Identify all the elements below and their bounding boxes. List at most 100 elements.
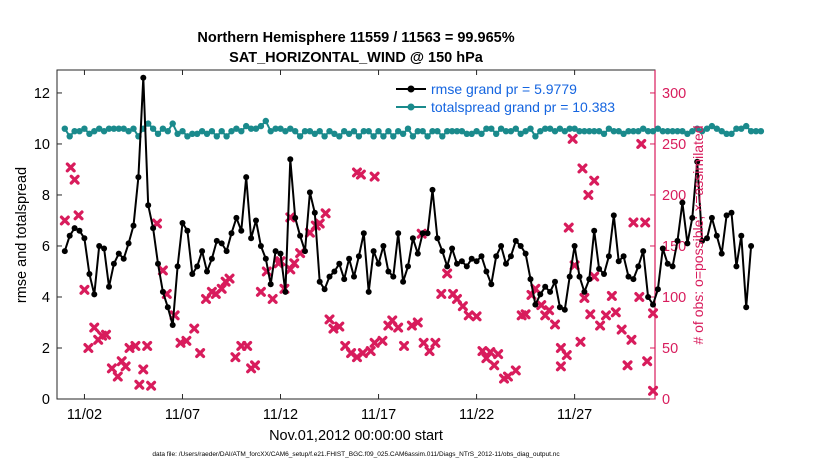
- rmse-point: [556, 304, 563, 311]
- obs-marker: [477, 346, 488, 357]
- obs-marker-stroke: [555, 361, 566, 372]
- totalspread-point: [723, 130, 730, 137]
- rmse-point: [713, 232, 720, 239]
- obs-marker-stroke: [324, 314, 335, 325]
- obs-marker: [59, 215, 70, 226]
- obs-marker: [357, 348, 368, 359]
- totalspread-point: [738, 125, 745, 132]
- obs-marker-stroke: [451, 294, 462, 305]
- rmse-point: [262, 255, 269, 262]
- obs-marker: [142, 340, 153, 351]
- rmse-point: [659, 245, 666, 252]
- rmse-point: [552, 278, 558, 285]
- totalspread-point: [659, 128, 666, 135]
- rmse-point: [654, 286, 661, 293]
- rmse-point: [282, 288, 289, 295]
- obs-marker: [648, 308, 659, 319]
- obs-marker-stroke: [634, 291, 645, 302]
- totalspread-point: [100, 128, 108, 135]
- totalspread-point: [493, 130, 500, 137]
- obs-marker-stroke: [628, 217, 639, 228]
- legend-spread-marker: [407, 103, 415, 111]
- obs-marker-stroke: [59, 215, 70, 226]
- obs-marker-stroke: [101, 329, 112, 340]
- obs-marker: [600, 310, 611, 321]
- obs-marker: [138, 364, 149, 375]
- totalspread-point: [654, 125, 662, 132]
- rmse-point: [208, 255, 215, 262]
- obs-marker-stroke: [120, 361, 131, 372]
- y-axis-right-label: # of obs: o=possible; ×=assimilated: [690, 125, 706, 344]
- obs-marker-stroke: [124, 342, 135, 353]
- rmse-point: [292, 214, 299, 221]
- x-tick-label: 11/12: [263, 407, 298, 423]
- obs-marker-stroke: [357, 348, 368, 359]
- totalspread-point: [546, 125, 554, 132]
- obs-marker: [636, 138, 647, 149]
- totalspread-point: [159, 125, 167, 132]
- obs-marker-stroke: [489, 360, 500, 371]
- y-right-tick-label: 150: [662, 239, 686, 255]
- totalspread-point: [272, 125, 279, 132]
- rmse-point: [272, 248, 279, 255]
- totalspread-point: [502, 128, 510, 135]
- obs-marker-stroke: [436, 288, 447, 299]
- totalspread-point: [223, 133, 230, 140]
- totalspread-point: [483, 125, 490, 132]
- obs-marker-stroke: [369, 171, 380, 182]
- rmse-point: [228, 230, 235, 237]
- obs-marker-stroke: [334, 321, 345, 332]
- totalspread-point: [708, 122, 716, 130]
- obs-marker-stroke: [89, 322, 100, 333]
- totalspread-point: [453, 128, 461, 135]
- rmse-point: [213, 237, 220, 244]
- rmse-point: [414, 250, 421, 257]
- rmse-point: [645, 294, 652, 300]
- totalspread-point: [86, 130, 93, 137]
- obs-marker-stroke: [175, 337, 186, 348]
- totalspread-point: [390, 133, 397, 140]
- obs-marker: [536, 300, 547, 311]
- obs-marker: [189, 323, 200, 334]
- rmse-point: [620, 253, 627, 260]
- totalspread-point: [752, 128, 760, 135]
- totalspread-point: [130, 125, 137, 132]
- obs-marker-stroke: [387, 315, 398, 326]
- x-tick-label: 11/17: [361, 407, 396, 423]
- obs-marker-stroke: [510, 365, 521, 376]
- totalspread-point: [713, 125, 720, 132]
- totalspread-point: [184, 133, 191, 140]
- totalspread-point: [243, 122, 250, 130]
- obs-marker-stroke: [520, 309, 531, 320]
- rmse-point: [449, 245, 456, 252]
- y-left-tick-label: 6: [42, 239, 50, 255]
- totalspread-point: [635, 128, 642, 135]
- totalspread-point: [326, 128, 333, 135]
- rmse-point: [164, 304, 171, 311]
- rmse-point: [679, 199, 686, 206]
- obs-marker-stroke: [328, 323, 339, 334]
- legend-rmse-marker: [407, 85, 415, 93]
- rmse-point: [694, 158, 701, 165]
- totalspread-point: [208, 128, 216, 135]
- totalspread-point: [262, 117, 269, 125]
- obs-marker-stroke: [477, 346, 488, 357]
- x-axis: 11/02 11/07 11/12 11/17 11/22 11/27: [67, 70, 592, 423]
- totalspread-point: [145, 120, 152, 127]
- rmse-point: [434, 235, 441, 242]
- plot-area: [56, 69, 656, 400]
- obs-marker: [146, 380, 157, 391]
- totalspread-point: [444, 128, 451, 135]
- totalspread-point: [640, 125, 647, 132]
- totalspread-point: [267, 128, 274, 135]
- rmse-point: [297, 232, 304, 239]
- rmse-point: [723, 212, 730, 219]
- totalspread-point: [287, 125, 294, 132]
- totalspread-point: [674, 128, 681, 135]
- totalspread-point: [365, 128, 372, 135]
- obs-marker-stroke: [314, 218, 325, 229]
- obs-marker: [79, 284, 90, 295]
- totalspread-point: [81, 125, 88, 132]
- obs-marker: [555, 361, 566, 372]
- obs-marker-stroke: [583, 189, 594, 200]
